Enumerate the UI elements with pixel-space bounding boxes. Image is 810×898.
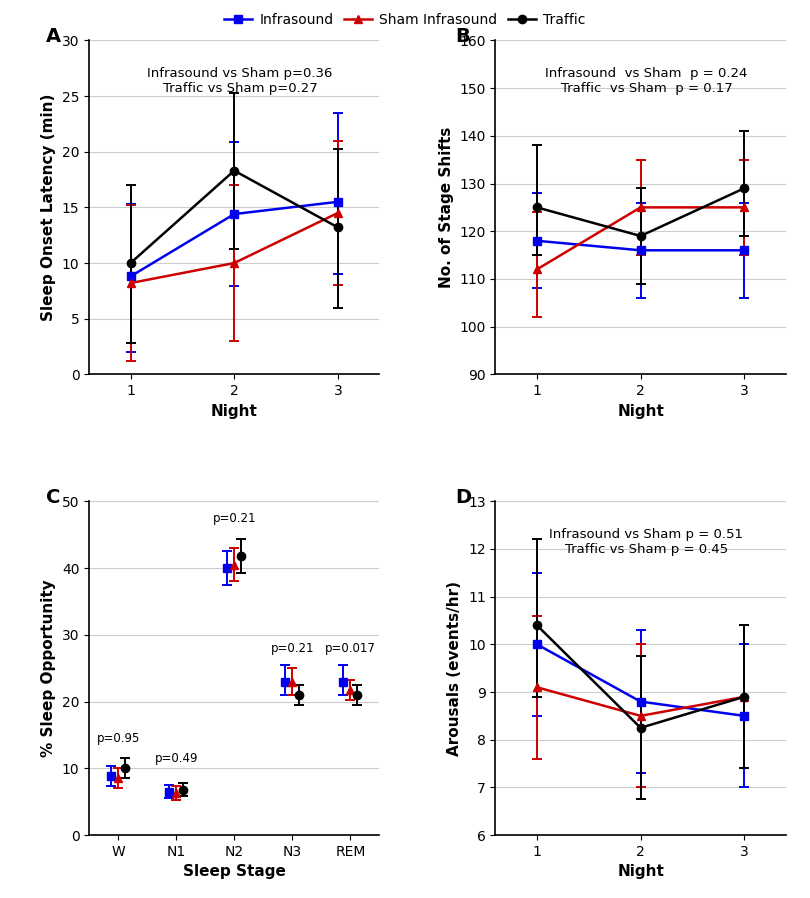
Y-axis label: Arousals (events/hr): Arousals (events/hr) [447, 581, 463, 756]
Text: p=0.95: p=0.95 [96, 732, 140, 745]
X-axis label: Night: Night [617, 865, 664, 879]
X-axis label: Night: Night [617, 403, 664, 418]
Text: p=0.21: p=0.21 [212, 512, 256, 524]
Y-axis label: Sleep Onset Latency (min): Sleep Onset Latency (min) [41, 93, 56, 321]
Text: A: A [45, 27, 61, 46]
Y-axis label: No. of Stage Shifts: No. of Stage Shifts [439, 127, 454, 288]
X-axis label: Sleep Stage: Sleep Stage [183, 865, 286, 879]
Text: Infrasound  vs Sham  p = 0.24
Traffic  vs Sham  p = 0.17: Infrasound vs Sham p = 0.24 Traffic vs S… [545, 67, 748, 95]
Text: Infrasound vs Sham p=0.36
Traffic vs Sham p=0.27: Infrasound vs Sham p=0.36 Traffic vs Sha… [147, 67, 333, 95]
Legend: Infrasound, Sham Infrasound, Traffic: Infrasound, Sham Infrasound, Traffic [219, 7, 591, 32]
Text: p=0.017: p=0.017 [325, 642, 376, 655]
Text: C: C [45, 488, 60, 506]
Text: p=0.21: p=0.21 [271, 642, 314, 655]
X-axis label: Night: Night [211, 403, 258, 418]
Text: Infrasound vs Sham p = 0.51
Traffic vs Sham p = 0.45: Infrasound vs Sham p = 0.51 Traffic vs S… [549, 528, 744, 556]
Text: p=0.49: p=0.49 [155, 752, 198, 765]
Text: D: D [455, 488, 471, 506]
Y-axis label: % Sleep Opportunity: % Sleep Opportunity [41, 579, 56, 757]
Text: B: B [455, 27, 470, 46]
